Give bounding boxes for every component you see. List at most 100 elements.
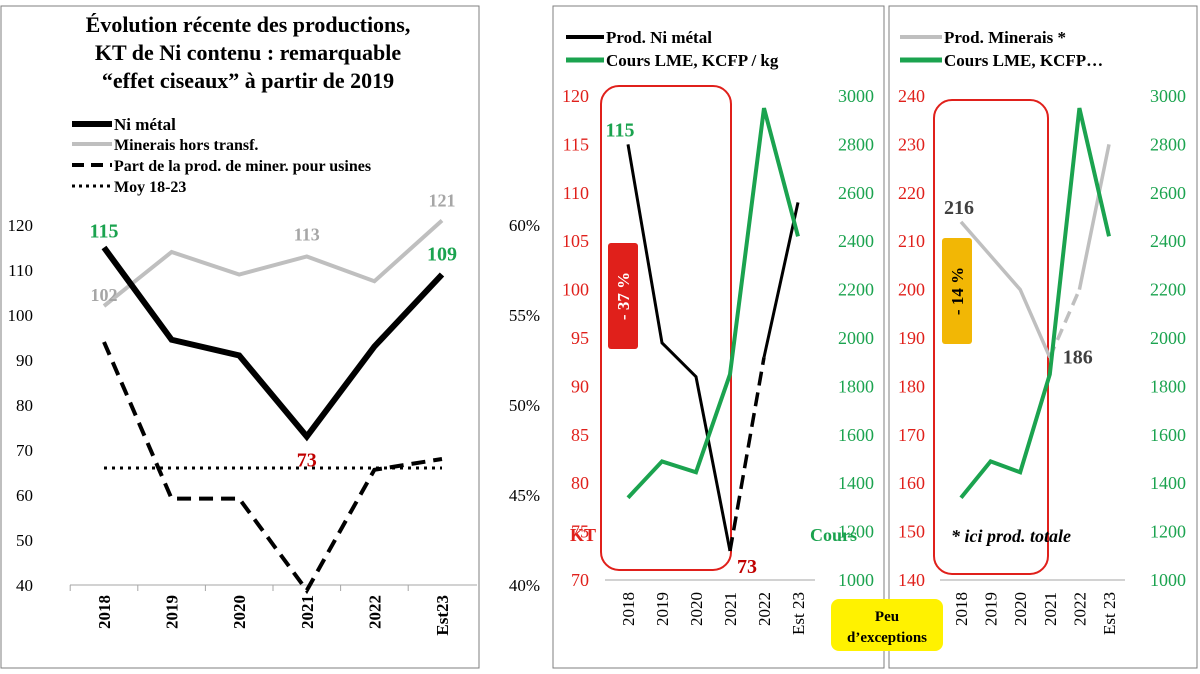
legend2-label-cours: Cours LME, KCFP / kg: [606, 51, 779, 70]
chart1-label-ni-est23: 109: [427, 244, 457, 266]
chart3-xtick-label: 2022: [1070, 592, 1089, 626]
chart1-xtick-label: 2022: [365, 595, 384, 629]
chart2-ytick-right: 1400: [838, 473, 874, 493]
chart3-label-start: 216: [944, 197, 974, 219]
chart1-label-min-2021: 113: [294, 225, 320, 245]
chart3-highlight-box: [933, 99, 1049, 575]
chart1-title-line-1: Évolution récente des productions,: [86, 12, 411, 37]
chart2-drop-badge: [608, 243, 638, 349]
chart2-xtick-label: 2022: [755, 592, 774, 626]
chart3-series-minerais-dashed: [1048, 288, 1082, 359]
chart3-xtick-label: Est 23: [1100, 592, 1119, 635]
chart3-ytick-left: 160: [898, 473, 925, 493]
chart1-ytick-left: 120: [8, 216, 34, 235]
chart1-xtick-label: 2018: [95, 595, 114, 629]
chart3-label-min: 186: [1063, 346, 1093, 368]
chart3-xtick-label: 2020: [1011, 592, 1030, 626]
chart3-series-cours: [959, 107, 1111, 499]
chart1-xtick-label: Est23: [433, 595, 452, 636]
chart3-ytick-right: 1000: [1150, 570, 1186, 590]
chart1-ytick-left: 90: [16, 351, 33, 370]
chart3-ytick-left: 190: [898, 328, 925, 348]
chart2-ytick-left: 105: [562, 231, 589, 251]
chart1-ytick-right: 45%: [509, 486, 540, 505]
chart1-xtick-label: 2021: [298, 595, 317, 629]
chart2-ytick-left: 75: [571, 522, 589, 542]
chart3-drop-badge-label: - 14 %: [948, 267, 967, 315]
chart3-drop-badge: [942, 238, 972, 344]
chart1-label-ni-2021: 73: [297, 450, 317, 472]
chart1-title-line-2: KT de Ni contenu : remarquable: [95, 40, 401, 65]
exceptions-box: [831, 599, 943, 651]
chart1-ytick-right: 60%: [509, 216, 540, 235]
chart3-ytick-right: 2800: [1150, 134, 1186, 154]
chart1-label-min-est23: 121: [429, 191, 456, 211]
chart3-ytick-right: 1400: [1150, 473, 1186, 493]
chart2-ytick-left: 70: [571, 570, 589, 590]
chart1-label-min-2018: 102: [91, 285, 118, 305]
chart2-xtick-label: 2019: [653, 592, 672, 626]
chart1-label-ni-2018: 115: [90, 221, 119, 243]
chart2-ytick-right: 1600: [838, 425, 874, 445]
chart1-ytick-left: 50: [16, 531, 33, 550]
chart1-title-line-3: “effet ciseaux” à partir de 2019: [102, 68, 394, 93]
chart3-ytick-left: 170: [898, 425, 925, 445]
chart3-ytick-right: 1800: [1150, 376, 1186, 396]
chart3-series-minerais-solid: [959, 220, 1052, 359]
chart2-ytick-left: 115: [563, 134, 589, 154]
legend3-label-cours: Cours LME, KCFP…: [944, 51, 1103, 70]
legend3-label-minerais: Prod. Minerais *: [944, 28, 1066, 47]
chart3-ytick-left: 230: [898, 134, 925, 154]
chart3-xtick-label: 2021: [1041, 592, 1060, 626]
chart3-ytick-right: 2400: [1150, 231, 1186, 251]
chart2-plot: 70 75 80 85 90 95 100 105 110 115 120 1000 1200 1400 1…: [562, 86, 874, 635]
chart2-ytick-left: 90: [571, 376, 589, 396]
chart2-ytick-left: 120: [562, 86, 589, 106]
chart1-ytick-right: 50%: [509, 396, 540, 415]
chart1-series-part: [102, 341, 443, 595]
chart3-xtick-label: 2018: [952, 592, 971, 626]
chart2-ytick-left: 95: [571, 328, 589, 348]
legend1-label-minerais: Minerais hors transf.: [114, 137, 258, 154]
chart3-ytick-right: 2200: [1150, 280, 1186, 300]
chart3-ytick-left: 150: [898, 522, 925, 542]
legend1-label-part: Part de la prod. de miner. pour usines: [114, 158, 371, 175]
chart2-highlight-box: [600, 85, 732, 571]
panel-3-frame: [888, 5, 1198, 669]
panel-2-frame: [552, 5, 885, 669]
chart2-right-unit: Cours: [810, 525, 857, 545]
chart1-series-minerais: [102, 219, 444, 308]
chart3-ytick-right: 1200: [1150, 522, 1186, 542]
chart2-ytick-left: 110: [563, 183, 589, 203]
chart2-ytick-right: 1800: [838, 376, 874, 396]
chart3-ytick-left: 240: [898, 86, 925, 106]
chart3-ytick-right: 2600: [1150, 183, 1186, 203]
chart3-ytick-left: 200: [898, 280, 925, 300]
chart1-plot: 40 50 60 70 80 90 100 110 120 40% 45% 50% 55% 60% 2018…: [8, 191, 541, 636]
chart3-xtick-label: 2019: [982, 592, 1001, 626]
legend1-label-ni: Ni métal: [114, 115, 176, 134]
chart2-xtick-label: Est 23: [789, 592, 808, 635]
chart2-ytick-left: 85: [571, 425, 589, 445]
chart3-plot: 140 150 160 170 180 190 200 210 220 230 240 1000 120…: [898, 86, 1186, 635]
chart3-ytick-left: 220: [898, 183, 925, 203]
chart3-ytick-right: 3000: [1150, 86, 1186, 106]
chart2-ytick-right: 3000: [838, 86, 874, 106]
exceptions-box-line-1: Peu: [875, 609, 899, 625]
chart2-ytick-right: 2800: [838, 134, 874, 154]
chart2-drop-badge-label: - 37 %: [614, 272, 633, 320]
chart2-ytick-right: 2000: [838, 328, 874, 348]
chart2-ytick-right: 1200: [838, 522, 874, 542]
chart1-ytick-left: 110: [8, 261, 33, 280]
chart2-series-ni-solid: [626, 144, 732, 552]
chart2-xtick-label: 2021: [721, 592, 740, 626]
chart1-ytick-left: 70: [16, 441, 33, 460]
chart2-xtick-label: 2020: [687, 592, 706, 626]
chart3-ytick-left: 140: [898, 570, 925, 590]
chart2-ytick-right: 1000: [838, 570, 874, 590]
chart3-ytick-right: 2000: [1150, 328, 1186, 348]
legend2-label-ni: Prod. Ni métal: [606, 28, 712, 47]
chart1-ytick-left: 80: [16, 396, 33, 415]
chart1-ytick-left: 100: [8, 306, 34, 325]
